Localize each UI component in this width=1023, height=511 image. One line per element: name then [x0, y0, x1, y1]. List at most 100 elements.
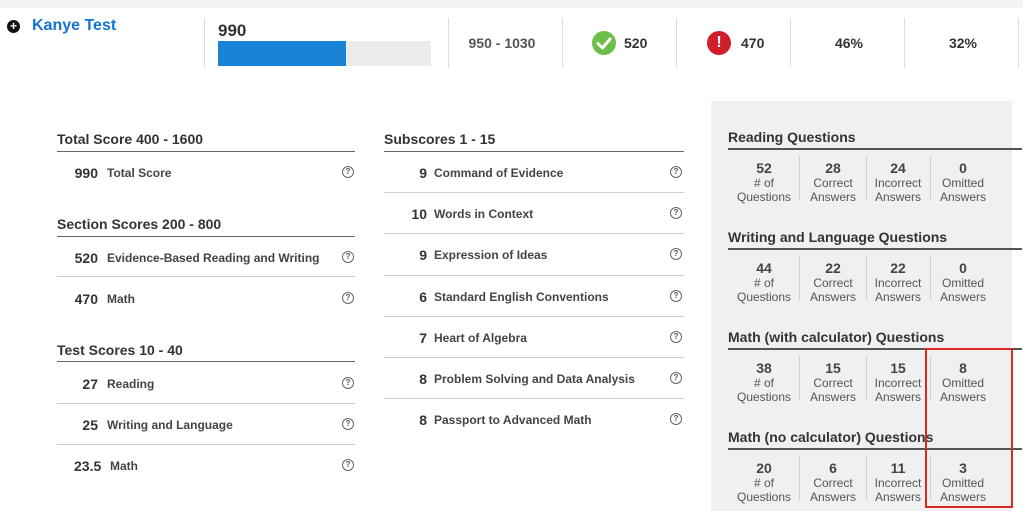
test-score-num: 27 [82, 376, 98, 392]
top-strip [0, 0, 1023, 8]
score-range: 950 - 1030 [468, 35, 536, 51]
percent-value-a: 46% [834, 35, 864, 51]
stat-label: Correct [813, 376, 853, 390]
header-divider [904, 18, 905, 68]
subscore-label: Standard English Conventions [434, 290, 609, 304]
divider [57, 236, 355, 237]
total-score-value: 990 [218, 21, 247, 40]
stat-value: 3 [959, 460, 967, 476]
stat-label: Incorrect [874, 276, 922, 290]
subscore-num: 6 [419, 289, 427, 305]
subscore-label: Problem Solving and Data Analysis [434, 372, 635, 386]
stat-label: Omitted [941, 376, 984, 390]
subscore-num: 9 [419, 165, 427, 181]
stat-label: Answers [809, 290, 856, 304]
divider [57, 361, 355, 362]
header-divider [790, 18, 791, 68]
stat-label: Incorrect [874, 376, 922, 390]
divider [728, 348, 1022, 350]
stat-label: Questions [736, 490, 792, 504]
stat-omitted: 0 Omitted Answers [930, 260, 996, 304]
divider [930, 256, 931, 300]
help-icon[interactable]: ? [342, 166, 354, 178]
stat-value: 22 [890, 260, 906, 276]
divider [384, 275, 684, 276]
help-icon[interactable]: ? [670, 372, 682, 384]
score-progress-bar [218, 41, 431, 66]
stat-value: 0 [959, 160, 967, 176]
divider [384, 192, 684, 193]
error-icon: ! [707, 31, 731, 55]
stat-incorrect: 15 Incorrect Answers [865, 360, 931, 404]
section-score-num: 520 [74, 250, 98, 266]
subscore-label: Words in Context [434, 207, 534, 221]
total-score-heading: Total Score 400 - 1600 [57, 131, 204, 147]
subscore-num: 10 [411, 206, 427, 222]
stat-label: Answers [874, 190, 921, 204]
header-divider [562, 18, 563, 68]
help-icon[interactable]: ? [342, 418, 354, 430]
help-icon[interactable]: ? [342, 377, 354, 389]
help-icon[interactable]: ? [670, 207, 682, 219]
subscore-label: Heart of Algebra [434, 331, 527, 345]
divider [799, 256, 800, 300]
stat-label: # of [753, 176, 774, 190]
stat-label: # of [753, 476, 774, 490]
stat-label: Answers [874, 490, 921, 504]
stat-correct: 6 Correct Answers [800, 460, 866, 504]
stat-label: Questions [736, 290, 792, 304]
stat-label: Questions [736, 390, 792, 404]
divider [728, 448, 1022, 450]
stat-correct: 28 Correct Answers [800, 160, 866, 204]
divider [728, 148, 1022, 150]
subscore-num: 8 [419, 371, 427, 387]
stat-value: 22 [825, 260, 841, 276]
test-score-num: 23.5 [74, 458, 102, 474]
subscore-label: Command of Evidence [434, 166, 564, 180]
stat-incorrect: 22 Incorrect Answers [865, 260, 931, 304]
help-icon[interactable]: ? [342, 292, 354, 304]
stat-label: Incorrect [874, 476, 922, 490]
stat-label: Answers [939, 490, 986, 504]
divider [57, 276, 355, 277]
stat-questions: 20 # of Questions [731, 460, 797, 504]
stat-value: 8 [959, 360, 967, 376]
stat-incorrect: 11 Incorrect Answers [865, 460, 931, 504]
divider [57, 151, 355, 152]
stat-value: 15 [890, 360, 906, 376]
section-score-label: Evidence-Based Reading and Writing [107, 251, 320, 265]
stat-label: Omitted [941, 276, 984, 290]
header-divider [676, 18, 677, 68]
stat-value: 28 [825, 160, 841, 176]
help-icon[interactable]: ? [342, 459, 354, 471]
help-icon[interactable]: ? [342, 251, 354, 263]
divider [930, 456, 931, 500]
test-score-label: Writing and Language [107, 418, 233, 432]
stat-label: Omitted [941, 176, 984, 190]
question-group-title: Math (with calculator) Questions [728, 329, 945, 345]
stat-value: 11 [890, 460, 906, 476]
stat-value: 6 [829, 460, 837, 476]
subscore-label: Passport to Advanced Math [434, 413, 592, 427]
stat-correct: 15 Correct Answers [800, 360, 866, 404]
incorrect-count: 470 [741, 35, 765, 51]
stat-label: Correct [813, 176, 853, 190]
stat-label: Answers [939, 190, 986, 204]
test-name-link[interactable]: Kanye Test [32, 17, 117, 34]
section-score-label: Math [107, 292, 135, 306]
help-icon[interactable]: ? [670, 290, 682, 302]
expand-plus-icon[interactable]: + [7, 20, 20, 33]
stat-label: Questions [736, 190, 792, 204]
stat-label: Correct [813, 476, 853, 490]
total-score-num: 990 [74, 165, 98, 181]
section-score-num: 470 [74, 291, 98, 307]
help-icon[interactable]: ? [670, 331, 682, 343]
help-icon[interactable]: ? [670, 248, 682, 260]
header-divider [448, 18, 449, 68]
divider [930, 356, 931, 400]
question-group-title: Writing and Language Questions [728, 229, 948, 245]
help-icon[interactable]: ? [670, 166, 682, 178]
help-icon[interactable]: ? [670, 413, 682, 425]
stat-questions: 44 # of Questions [731, 260, 797, 304]
correct-count: 520 [624, 35, 648, 51]
